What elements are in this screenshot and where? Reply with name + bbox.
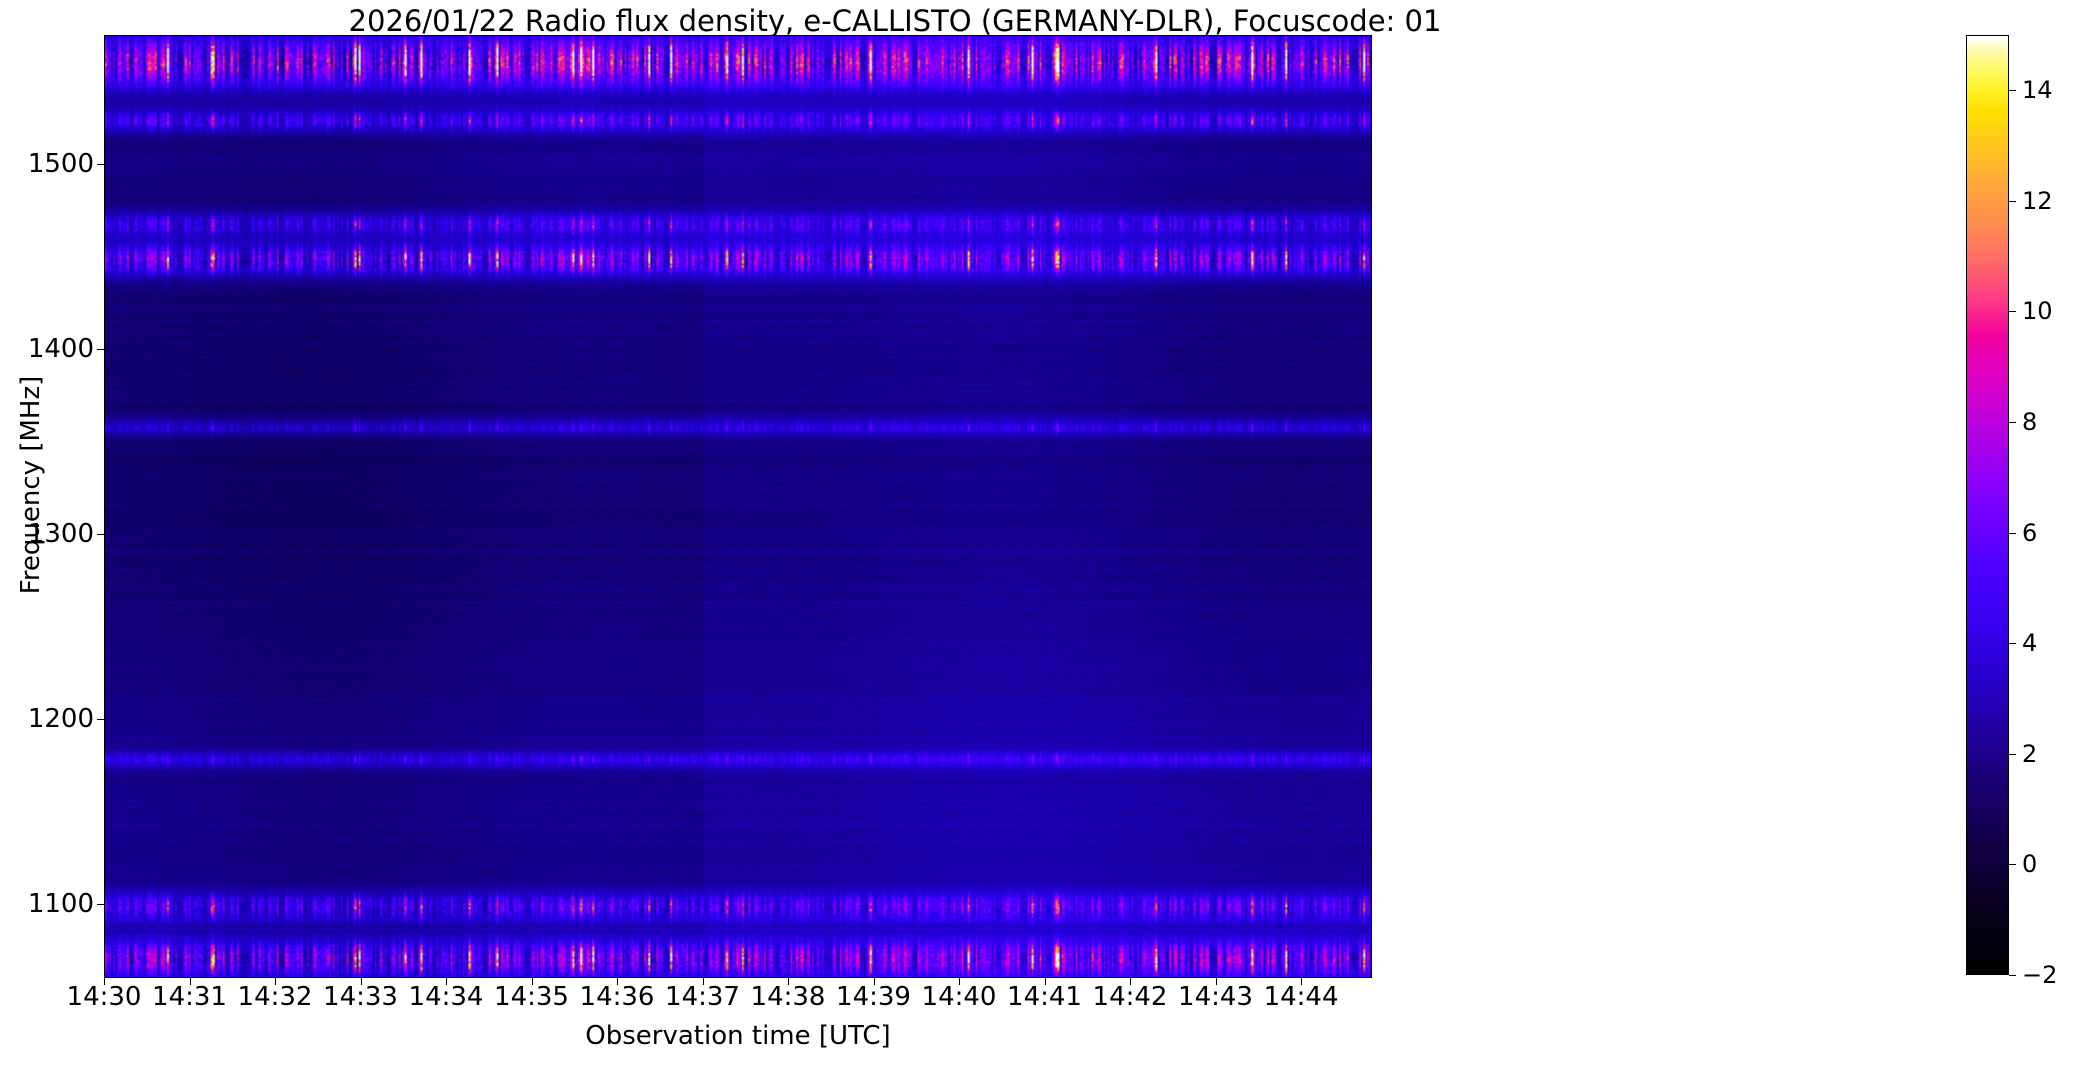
x-tick-label: 14:36	[579, 982, 655, 1012]
y-tick-label: 1400	[27, 334, 94, 365]
spectrogram-image	[105, 36, 1371, 977]
x-tick-label: 14:33	[323, 982, 398, 1012]
x-tick-label: 14:41	[1007, 982, 1082, 1012]
x-tick-mark	[702, 978, 704, 985]
x-tick-mark	[873, 978, 875, 985]
x-axis-label: Observation time [UTC]	[585, 1021, 891, 1051]
x-tick-label: 14:38	[750, 982, 826, 1012]
colorbar-tick-label: 8	[2022, 408, 2038, 437]
y-tick-label: 1200	[27, 704, 94, 735]
x-tick-label: 14:39	[836, 982, 911, 1012]
y-tick-label: 1300	[27, 519, 94, 550]
x-tick-label: 14:43	[1178, 982, 1253, 1012]
colorbar-tick-mark	[2009, 311, 2016, 313]
x-tick-mark	[275, 978, 276, 985]
colorbar-tick-mark	[2009, 753, 2016, 755]
x-tick-mark	[360, 978, 362, 985]
colorbar-tick-label: 14	[2022, 76, 2053, 105]
colorbar-tick-mark	[2009, 643, 2016, 645]
x-tick-mark	[959, 978, 961, 985]
colorbar-tick-label: 0	[2022, 850, 2038, 879]
colorbar-gradient	[1966, 35, 2009, 975]
colorbar-tick-mark	[2009, 864, 2016, 866]
page-title: 2026/01/22 Radio flux density, e-CALLIST…	[348, 4, 1442, 38]
colorbar-tick-label: 2	[2022, 739, 2038, 768]
colorbar-tick-label: 6	[2022, 518, 2038, 547]
x-tick-label: 14:34	[408, 982, 484, 1012]
x-tick-mark	[446, 978, 447, 985]
y-tick-mark	[97, 534, 104, 536]
x-tick-mark	[1130, 978, 1132, 985]
colorbar-tick-mark	[2009, 532, 2016, 534]
y-tick-label: 1100	[27, 889, 94, 920]
x-tick-label: 14:40	[921, 982, 997, 1012]
colorbar-tick-mark	[2009, 975, 2016, 976]
y-tick-mark	[97, 349, 104, 351]
y-tick-mark	[97, 164, 104, 166]
x-tick-mark	[531, 978, 533, 985]
colorbar-tick-mark	[2009, 90, 2016, 92]
x-tick-label: 14:31	[152, 982, 227, 1012]
y-tick-mark	[97, 719, 104, 721]
x-tick-label: 14:37	[665, 982, 740, 1012]
x-tick-mark	[1215, 978, 1217, 985]
colorbar-tick-label: −2	[2022, 961, 2058, 989]
x-tick-mark	[104, 978, 105, 985]
x-tick-label: 14:32	[237, 982, 313, 1012]
x-tick-mark	[617, 978, 618, 985]
colorbar-tick-mark	[2009, 200, 2016, 202]
x-tick-label: 14:30	[66, 982, 142, 1012]
x-tick-label: 14:35	[494, 982, 569, 1012]
colorbar-tick-label: 12	[2022, 186, 2053, 215]
x-tick-label: 14:44	[1263, 982, 1339, 1012]
colorbar-tick-label: 4	[2022, 629, 2038, 658]
x-tick-mark	[1044, 978, 1046, 985]
colorbar-tick-mark	[2009, 422, 2016, 424]
x-tick-mark	[189, 978, 191, 985]
x-tick-mark	[788, 978, 790, 985]
spectrogram-axes[interactable]	[104, 35, 1372, 978]
colorbar-tick-label: 10	[2022, 297, 2053, 326]
x-tick-label: 14:42	[1092, 982, 1168, 1012]
y-tick-mark	[97, 904, 104, 906]
y-tick-label: 1500	[27, 149, 94, 180]
x-tick-mark	[1301, 978, 1303, 985]
